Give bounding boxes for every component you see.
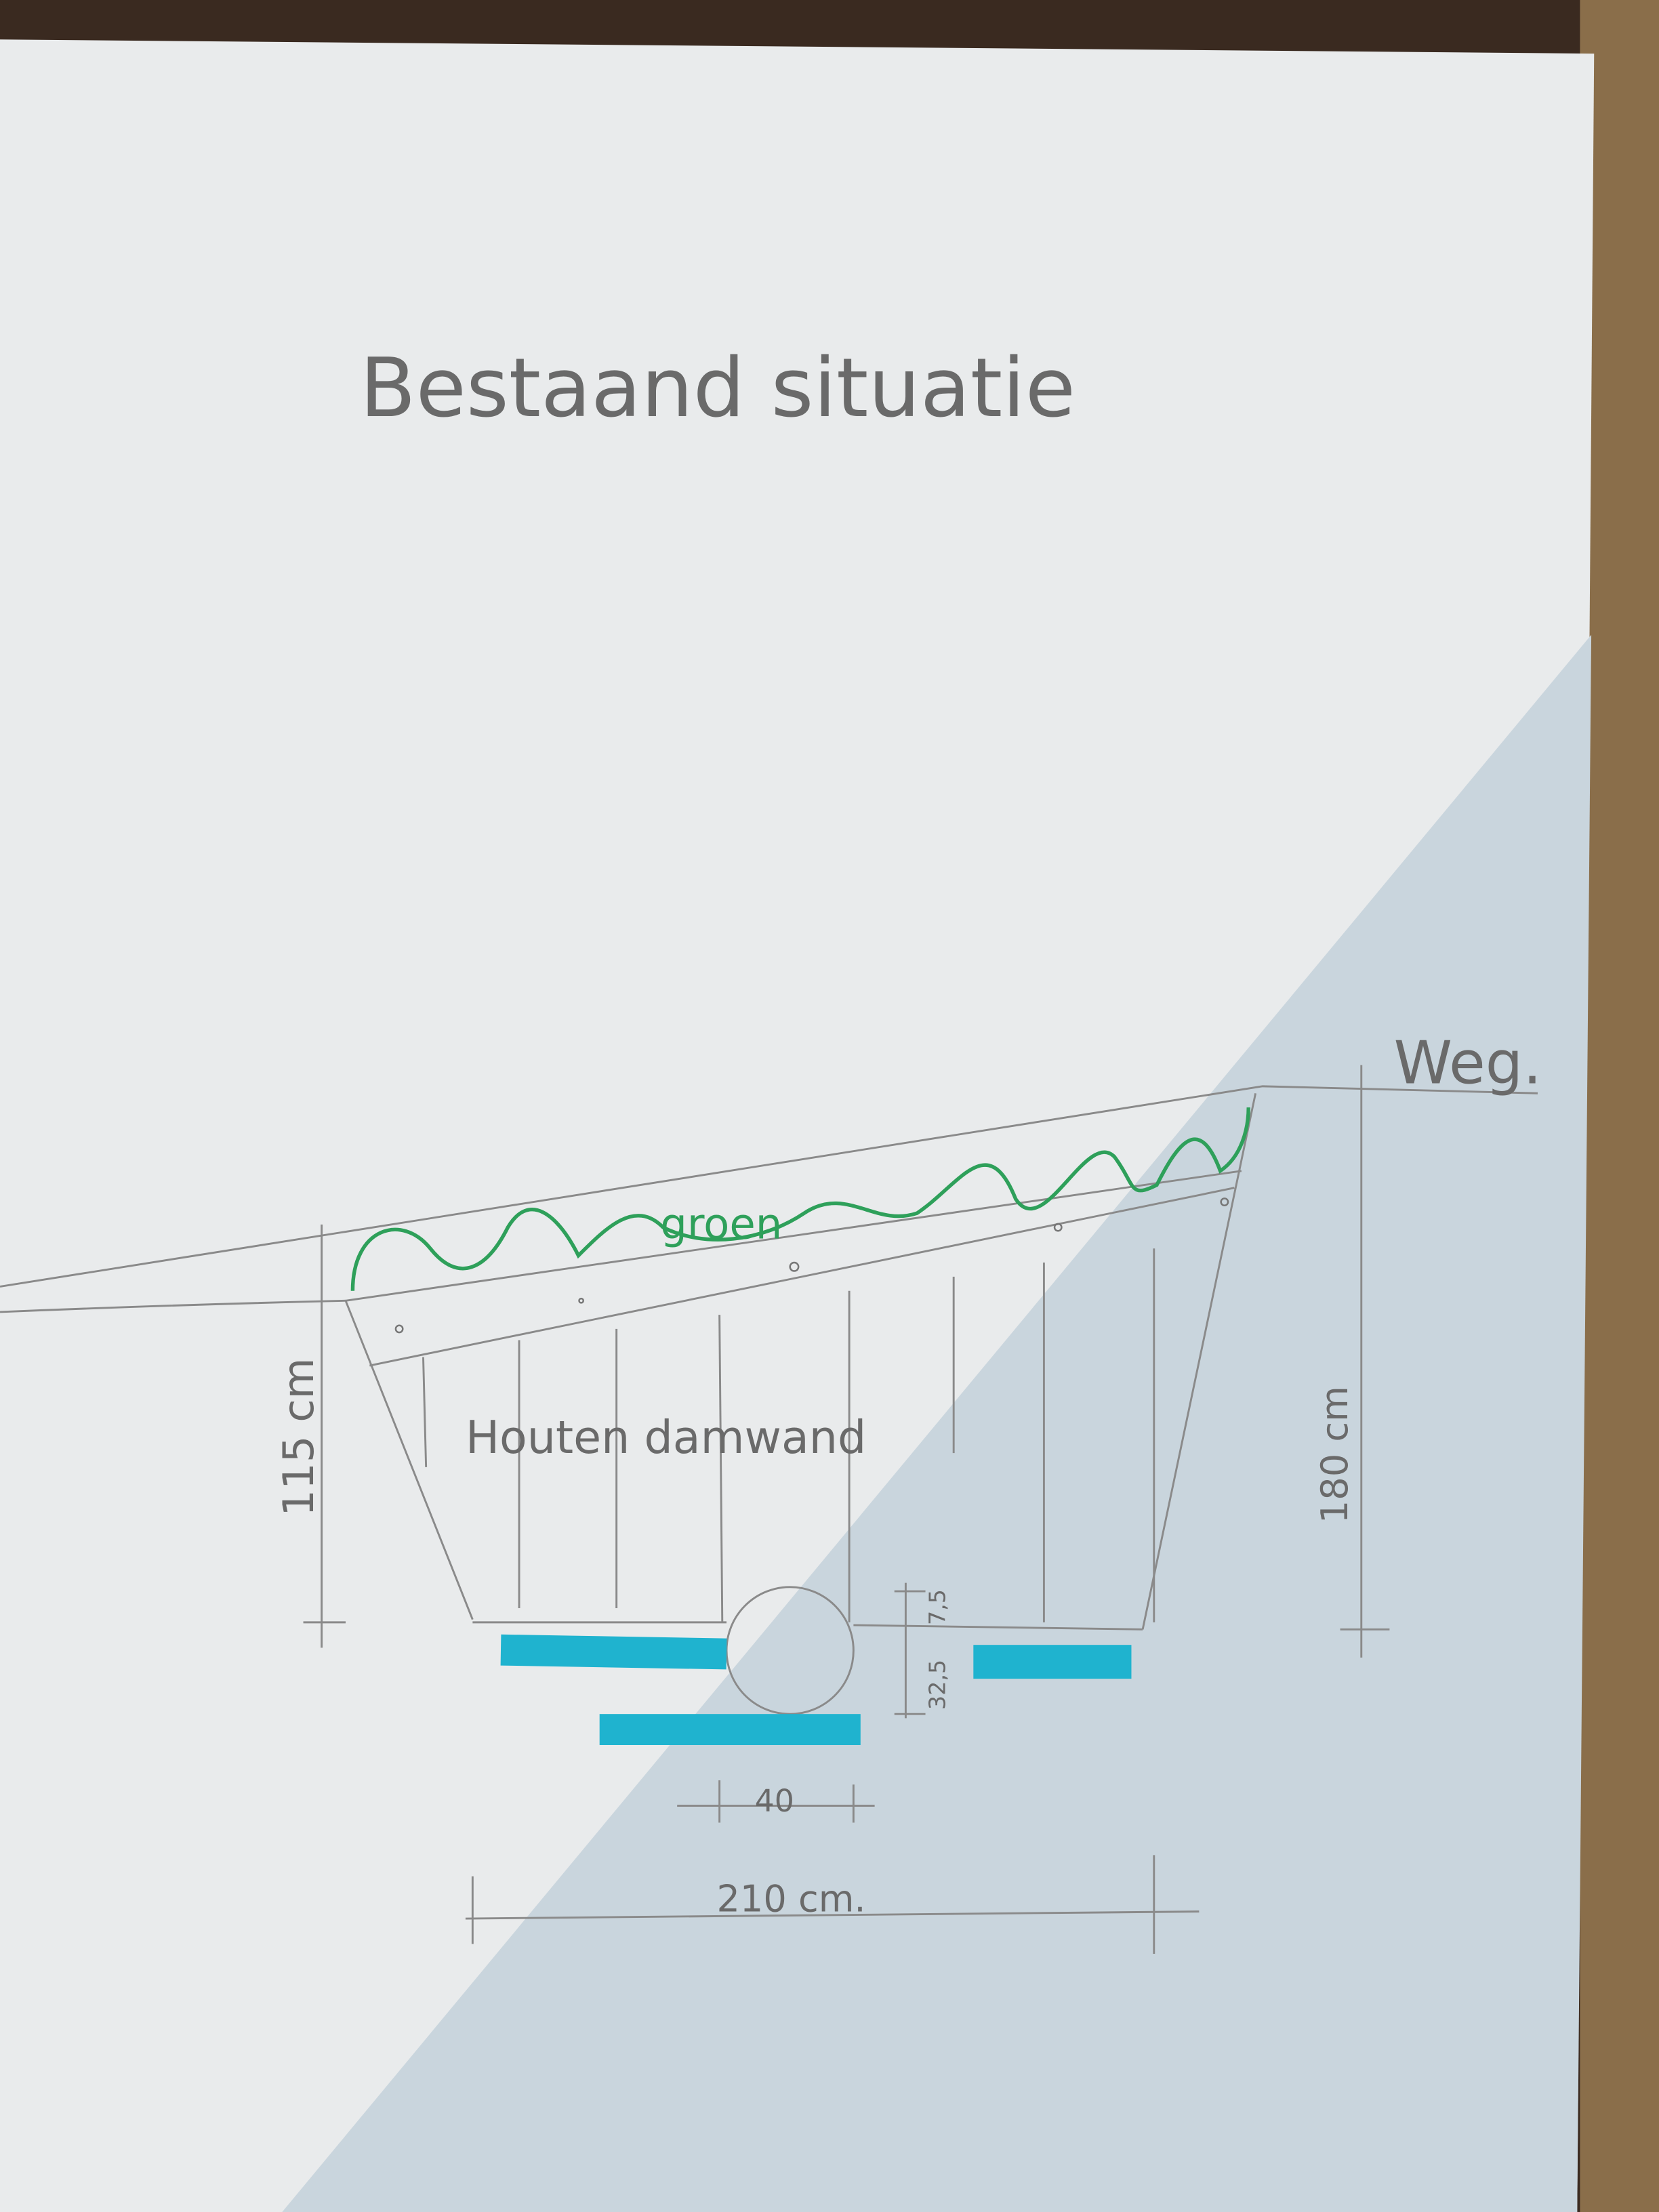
dimension-bottom-width [465, 1855, 1200, 1954]
vegetation-label: groen [660, 1200, 782, 1249]
wall-label: Houten damwand [466, 1411, 866, 1464]
vegetation-line [350, 1107, 1250, 1291]
road-label: Weg. [1394, 1029, 1542, 1098]
foundation-block-left [500, 1634, 727, 1670]
ground-line-top [0, 1085, 1538, 1288]
wall-left-edge [344, 1300, 474, 1620]
bolt-marks [394, 1197, 1229, 1334]
dimension-left-height [303, 1224, 346, 1648]
pipe-offset-label: 7,5 [924, 1589, 951, 1625]
wall-cap-top [345, 1170, 1242, 1302]
carpet-background [1580, 0, 1659, 2212]
title: Bestaand situatie [360, 341, 1076, 436]
foundation-block-under-pipe [599, 1714, 861, 1745]
left-height-label: 115 cm [274, 1358, 323, 1517]
dimension-pipe-width [677, 1780, 875, 1823]
ground-line-left [0, 1299, 346, 1313]
pipe-depth-label: 32,5 [924, 1660, 951, 1710]
wall-right-edge [1141, 1092, 1257, 1630]
bottom-width-label: 210 cm. [716, 1878, 865, 1921]
dimension-right-height [1340, 1065, 1390, 1658]
wall-bottom [472, 1621, 1143, 1631]
dimension-pipe-depth [894, 1582, 926, 1719]
foundation-block-right [973, 1645, 1132, 1679]
wall-planks [422, 1248, 1155, 1622]
pipe-width-label: 40 [755, 1782, 794, 1819]
right-height-label: 180 cm [1313, 1386, 1356, 1523]
paper-shadow [282, 634, 1592, 2212]
wall-cap-bottom [369, 1187, 1235, 1367]
